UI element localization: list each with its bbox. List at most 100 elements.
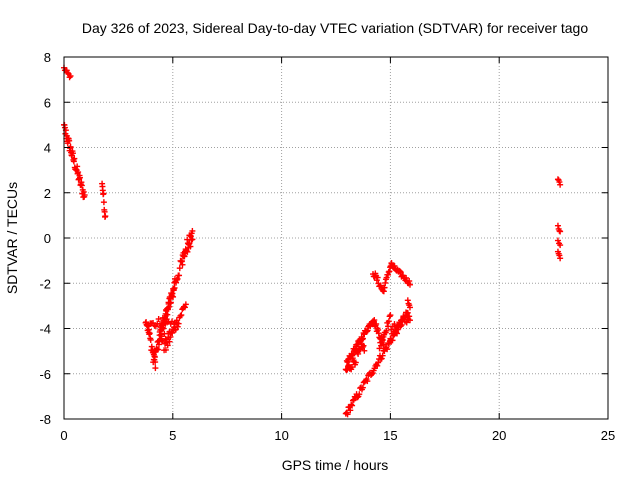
data-point [359, 384, 366, 391]
data-point [101, 208, 108, 215]
data-point [348, 401, 355, 408]
data-point [374, 362, 381, 369]
data-point [403, 274, 410, 281]
x-tick-label: 15 [383, 428, 397, 443]
data-point [356, 391, 363, 398]
data-point [371, 317, 378, 324]
data-point [174, 275, 181, 282]
data-point [391, 263, 398, 270]
chart-title: Day 326 of 2023, Sidereal Day-to-day VTE… [82, 20, 589, 36]
data-point [182, 301, 189, 308]
data-point [67, 143, 74, 150]
data-point [176, 265, 183, 272]
data-point [406, 313, 413, 320]
data-point [375, 359, 382, 366]
x-tick-label: 25 [601, 428, 615, 443]
data-point [359, 335, 366, 342]
data-point [69, 150, 76, 157]
tick-labels: 0 5 10 15 20 25 -8 -6 -4 -2 0 2 4 6 8 [39, 50, 615, 443]
data-point [163, 336, 170, 343]
y-tick-label: 2 [44, 186, 51, 201]
data-point [387, 312, 394, 319]
data-point [160, 325, 167, 332]
x-tick-label: 10 [274, 428, 288, 443]
data-point [361, 347, 368, 354]
data-point [386, 313, 393, 320]
x-tick-label: 0 [60, 428, 67, 443]
data-point [66, 74, 73, 81]
data-point [391, 321, 398, 328]
data-point [166, 328, 173, 335]
data-point [66, 137, 73, 144]
data-point [155, 315, 162, 322]
y-tick-label: -4 [39, 322, 51, 337]
data-point [154, 346, 161, 353]
data-point [164, 305, 171, 312]
data-point [151, 353, 158, 360]
data-point [178, 258, 185, 265]
data-point [184, 248, 191, 255]
data-point [554, 237, 561, 244]
y-tick-label: 6 [44, 95, 51, 110]
data-point [374, 274, 381, 281]
data-point [384, 346, 391, 353]
data-points [61, 64, 564, 418]
data-point [162, 346, 169, 353]
data-point [170, 327, 177, 334]
data-point [81, 192, 88, 199]
y-tick-label: 4 [44, 141, 51, 156]
y-tick-label: -6 [39, 367, 51, 382]
data-point [352, 359, 359, 366]
data-point [102, 213, 109, 220]
data-point [379, 352, 386, 359]
data-point [556, 252, 563, 259]
data-point [373, 320, 380, 327]
data-point [396, 268, 403, 275]
data-point [378, 355, 385, 362]
data-point [181, 253, 188, 260]
data-point [189, 236, 196, 243]
data-point [347, 407, 354, 414]
data-point [557, 255, 564, 262]
data-point [173, 279, 180, 286]
data-point [171, 284, 178, 291]
data-point [352, 347, 359, 354]
data-point [170, 286, 177, 293]
data-point [176, 272, 183, 279]
data-point [74, 163, 81, 170]
data-point [164, 342, 171, 349]
data-point [397, 321, 404, 328]
data-point [153, 345, 160, 352]
data-point [145, 326, 152, 333]
data-point [385, 318, 392, 325]
axis-ticks [63, 56, 609, 420]
y-tick-label: 0 [44, 231, 51, 246]
data-point [76, 174, 83, 181]
data-point [557, 181, 564, 188]
data-point [67, 72, 74, 79]
data-point [385, 341, 392, 348]
grid-lines [64, 57, 608, 419]
y-tick-label: -2 [39, 276, 51, 291]
data-point [360, 342, 367, 349]
data-point [173, 276, 180, 283]
data-point [167, 299, 174, 306]
data-point [406, 278, 413, 285]
data-point [343, 367, 350, 374]
data-point [397, 269, 404, 276]
data-point [554, 222, 561, 229]
data-point [179, 261, 186, 268]
data-point [181, 304, 188, 311]
data-point [186, 240, 193, 247]
data-point [406, 281, 413, 288]
data-point [394, 326, 401, 333]
data-point [162, 313, 169, 320]
data-point [177, 312, 184, 319]
data-point [368, 371, 375, 378]
data-point [354, 394, 361, 401]
data-point [378, 342, 385, 349]
data-point [387, 335, 394, 342]
data-point [364, 378, 371, 385]
y-tick-label: -8 [39, 412, 51, 427]
